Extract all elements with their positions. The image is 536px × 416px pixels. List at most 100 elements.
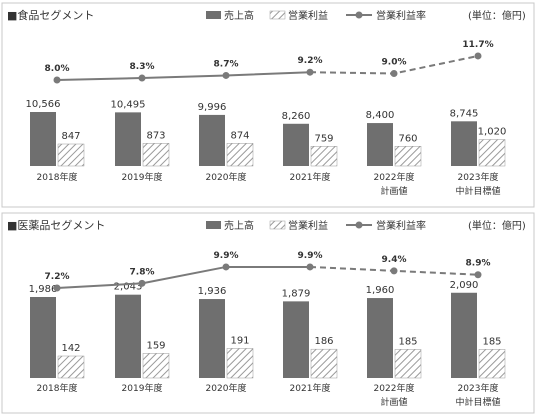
margin-point xyxy=(474,271,482,279)
profit-bar xyxy=(478,139,506,167)
legend-sales-swatch xyxy=(206,221,221,229)
profit-bar xyxy=(142,143,170,167)
legend-sales-label: 売上高 xyxy=(224,9,254,22)
legend-profit-label: 営業利益 xyxy=(288,219,328,232)
chart-title: ■食品セグメント xyxy=(7,8,94,22)
margin-point xyxy=(222,71,230,79)
margin-point xyxy=(53,284,61,292)
margin-point xyxy=(306,68,314,76)
legend-profit-swatch xyxy=(269,220,286,230)
sales-bar xyxy=(367,298,393,378)
margin-value-label: 9.9% xyxy=(298,251,323,261)
profit-value-label: 760 xyxy=(398,133,417,144)
margin-point xyxy=(53,76,61,84)
margin-value-label: 11.7% xyxy=(462,40,493,50)
margin-point xyxy=(138,74,146,82)
legend-margin-marker xyxy=(355,221,363,229)
unit-label: (単位：億円) xyxy=(468,219,526,232)
sales-value-label: 1,960 xyxy=(366,285,395,296)
sales-bar xyxy=(199,114,225,166)
profit-value-label: 186 xyxy=(314,336,333,347)
sales-bar xyxy=(30,297,56,378)
sales-value-label: 9,996 xyxy=(198,102,227,113)
sales-bar xyxy=(30,112,56,166)
category-sublabel: 中計目標値 xyxy=(455,185,500,197)
category-label: 2018年度 xyxy=(37,382,78,394)
category-label: 2019年度 xyxy=(122,171,163,183)
sales-value-label: 10,566 xyxy=(26,99,61,110)
sales-bar xyxy=(115,294,141,378)
category-label: 2021年度 xyxy=(290,171,331,183)
sales-value-label: 2,090 xyxy=(450,280,479,291)
profit-bar xyxy=(57,143,85,167)
legend-sales-swatch xyxy=(206,11,221,19)
profit-bar xyxy=(226,348,254,379)
unit-label: (単位：億円) xyxy=(468,9,526,22)
margin-value-label: 9.2% xyxy=(298,56,323,66)
category-sublabel: 中計目標値 xyxy=(455,396,500,408)
margin-value-label: 7.2% xyxy=(45,272,70,282)
category-label: 2023年度 xyxy=(458,171,499,183)
sales-bar xyxy=(199,299,225,378)
profit-value-label: 185 xyxy=(398,336,417,347)
profit-value-label: 142 xyxy=(61,343,80,354)
sales-value-label: 1,936 xyxy=(198,286,227,297)
margin-point xyxy=(138,279,146,287)
margin-value-label: 9.0% xyxy=(382,58,407,68)
margin-point xyxy=(222,263,230,271)
category-label: 2023年度 xyxy=(458,382,499,394)
legend-sales-label: 売上高 xyxy=(224,219,254,232)
category-label: 2022年度 xyxy=(374,171,415,183)
profit-bar xyxy=(310,146,338,167)
profit-value-label: 759 xyxy=(314,133,333,144)
margin-point xyxy=(474,52,482,60)
sales-value-label: 1,986 xyxy=(29,284,58,295)
category-label: 2020年度 xyxy=(206,171,247,183)
profit-bar xyxy=(57,355,85,379)
margin-value-label: 9.9% xyxy=(214,251,239,261)
sales-bar xyxy=(283,123,309,166)
sales-bar xyxy=(451,121,477,166)
margin-point xyxy=(390,70,398,77)
profit-bar xyxy=(394,146,422,167)
margin-line-actual xyxy=(56,265,310,289)
profit-bar xyxy=(478,349,506,379)
profit-value-label: 847 xyxy=(61,131,80,142)
sales-value-label: 8,400 xyxy=(366,110,395,121)
category-label: 2019年度 xyxy=(122,382,163,394)
legend-margin-label: 営業利益率 xyxy=(376,219,426,232)
profit-bar xyxy=(310,348,338,379)
margin-point xyxy=(390,267,398,275)
category-label: 2020年度 xyxy=(206,382,247,394)
margin-value-label: 9.4% xyxy=(382,255,407,265)
panel-border xyxy=(1,212,535,414)
sales-value-label: 8,260 xyxy=(282,111,311,122)
category-label: 2018年度 xyxy=(37,171,78,183)
profit-bar xyxy=(226,143,254,167)
sales-bar xyxy=(283,301,309,378)
margin-value-label: 8.9% xyxy=(466,259,491,269)
profit-bar xyxy=(142,353,170,379)
sales-value-label: 2,043 xyxy=(114,282,143,293)
profit-value-label: 874 xyxy=(230,130,249,141)
chart-title: ■医薬品セグメント xyxy=(7,218,105,232)
legend-profit-swatch xyxy=(269,10,286,20)
food-segment-chart: ■食品セグメント 売上高 営業利益 営業利益率 (単位：億円) 10,566 847 2018… xyxy=(1,2,535,208)
pharma-segment-chart: ■医薬品セグメント 売上高 営業利益 営業利益率 (単位：億円) 1,986 142 2018… xyxy=(1,212,535,414)
profit-value-label: 159 xyxy=(146,340,165,351)
legend-margin-marker xyxy=(355,11,363,19)
margin-line-actual xyxy=(56,71,311,81)
profit-value-label: 1,020 xyxy=(478,127,507,138)
margin-value-label: 8.0% xyxy=(45,64,70,74)
profit-bar xyxy=(394,349,422,379)
margin-point xyxy=(306,263,314,271)
margin-value-label: 8.7% xyxy=(214,59,239,69)
sales-value-label: 1,879 xyxy=(282,288,311,299)
legend-margin-label: 営業利益率 xyxy=(376,9,426,22)
sales-value-label: 8,745 xyxy=(450,108,479,119)
profit-value-label: 185 xyxy=(482,336,501,347)
sales-bar xyxy=(451,292,477,378)
panel-border xyxy=(1,2,535,208)
category-sublabel: 計画値 xyxy=(380,185,407,197)
